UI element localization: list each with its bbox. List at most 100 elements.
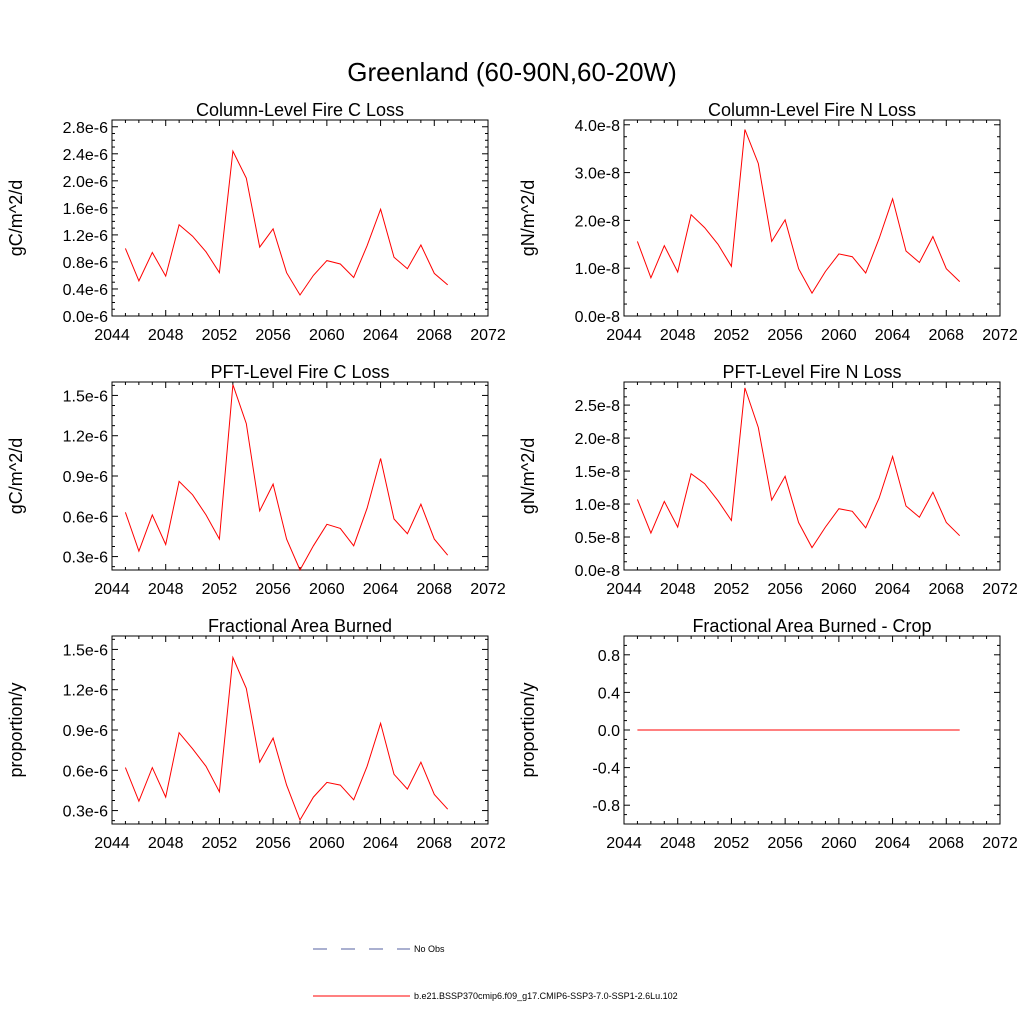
y-tick-label: 0.9e-6 — [63, 469, 108, 486]
x-tick-label: 2044 — [606, 581, 642, 598]
x-tick-label: 2064 — [363, 835, 399, 852]
y-tick-label: 2.8e-6 — [63, 120, 108, 137]
panel-fractional-area-burned: Fractional Area Burned proportion/y 2044 20… — [6, 616, 506, 852]
x-tick-label: 2068 — [416, 581, 452, 598]
y-tick-label: -0.4 — [592, 761, 620, 778]
x-tick-label: 2048 — [148, 835, 184, 852]
y-tick-label: 0.8e-6 — [63, 255, 108, 272]
y-axis-label: proportion/y — [518, 682, 538, 777]
y-tick-label: 0.6e-6 — [63, 763, 108, 780]
x-tick-label: 2072 — [470, 327, 506, 344]
plot-frame — [111, 119, 489, 317]
x-tick-label: 2048 — [660, 835, 696, 852]
x-tick-label: 2068 — [928, 581, 964, 598]
y-tick-label: 1.2e-6 — [63, 429, 108, 446]
y-axis-label: gC/m^2/d — [6, 180, 26, 256]
y-tick-label: 4.0e-8 — [575, 118, 620, 135]
x-tick-label: 2052 — [714, 581, 750, 598]
x-tick-label: 2068 — [416, 835, 452, 852]
panel-column-level-fire-c-loss: Column-Level Fire C Loss gC/m^2/d 2044 2048… — [6, 100, 506, 344]
series-line — [124, 384, 449, 572]
y-axis-label: gC/m^2/d — [6, 438, 26, 514]
y-tick-label: 1.0e-8 — [575, 497, 620, 514]
x-tick-label: 2056 — [767, 327, 803, 344]
y-tick-label: -0.8 — [592, 798, 620, 815]
x-tick-label: 2056 — [767, 835, 803, 852]
x-tick-label: 2044 — [94, 581, 130, 598]
y-tick-label: 0.0 — [598, 723, 620, 740]
x-tick-label: 2060 — [309, 581, 345, 598]
y-tick-label: 1.0e-8 — [575, 261, 620, 278]
x-tick-label: 2044 — [606, 327, 642, 344]
x-tick-label: 2072 — [982, 327, 1018, 344]
x-tick-label: 2064 — [363, 581, 399, 598]
y-tick-label: 0.3e-6 — [63, 550, 108, 567]
legend-entry-model-run: b.e21.BSSP370cmip6.f09_g17.CMIP6-SSP3-7.… — [313, 991, 678, 1001]
y-axis-label: gN/m^2/d — [518, 438, 538, 514]
series-line — [124, 655, 449, 822]
plot-frame — [623, 381, 1001, 571]
legend-label-model-run: b.e21.BSSP370cmip6.f09_g17.CMIP6-SSP3-7.… — [414, 991, 678, 1001]
y-tick-label: 1.6e-6 — [63, 201, 108, 218]
panel-title: Column-Level Fire N Loss — [708, 100, 916, 120]
y-tick-label: 2.0e-6 — [63, 174, 108, 191]
y-tick-label: 2.4e-6 — [63, 147, 108, 164]
panel-title: Column-Level Fire C Loss — [196, 100, 404, 120]
y-tick-label: 2.0e-8 — [575, 213, 620, 230]
y-tick-label: 0.5e-8 — [575, 530, 620, 547]
y-tick-label: 0.6e-6 — [63, 509, 108, 526]
x-tick-label: 2060 — [821, 835, 857, 852]
x-tick-label: 2052 — [714, 327, 750, 344]
y-tick-label: 2.0e-8 — [575, 431, 620, 448]
y-tick-label: 0.0e-6 — [63, 309, 108, 326]
x-tick-label: 2056 — [255, 581, 291, 598]
x-tick-label: 2072 — [982, 581, 1018, 598]
chart-panels: Column-Level Fire C Loss gC/m^2/d 2044 2048… — [6, 100, 1018, 852]
x-tick-label: 2052 — [714, 835, 750, 852]
y-tick-label: 0.8 — [598, 648, 620, 665]
x-tick-label: 2044 — [606, 835, 642, 852]
main-title: Greenland (60-90N,60-20W) — [347, 57, 677, 87]
x-tick-label: 2056 — [255, 835, 291, 852]
y-tick-label: 0.3e-6 — [63, 804, 108, 821]
x-tick-label: 2044 — [94, 835, 130, 852]
x-tick-label: 2060 — [821, 581, 857, 598]
x-tick-label: 2068 — [928, 835, 964, 852]
panel-column-level-fire-n-loss: Column-Level Fire N Loss gN/m^2/d 2044 2048… — [518, 100, 1018, 344]
y-axis-label: proportion/y — [6, 682, 26, 777]
panel-pft-level-fire-n-loss: PFT-Level Fire N Loss gN/m^2/d 2044 2048 205… — [518, 362, 1018, 598]
x-tick-label: 2056 — [767, 581, 803, 598]
x-tick-label: 2048 — [148, 327, 184, 344]
y-tick-label: 0.0e-8 — [575, 309, 620, 326]
x-tick-label: 2068 — [928, 327, 964, 344]
panel-pft-level-fire-c-loss: PFT-Level Fire C Loss gC/m^2/d 2044 2048 205… — [6, 362, 506, 598]
series-line — [636, 387, 961, 549]
series-line — [124, 149, 449, 296]
y-tick-label: 1.5e-6 — [63, 642, 108, 659]
panel-title: Fractional Area Burned — [208, 616, 392, 636]
legend-entry-no-obs: No Obs — [313, 944, 445, 954]
y-axis-label: gN/m^2/d — [518, 180, 538, 256]
x-tick-label: 2068 — [416, 327, 452, 344]
panel-fractional-area-burned-crop: Fractional Area Burned - Crop proportion/… — [518, 616, 1018, 852]
x-tick-label: 2064 — [363, 327, 399, 344]
plot-frame — [623, 119, 1001, 317]
x-tick-label: 2052 — [202, 581, 238, 598]
x-tick-label: 2052 — [202, 835, 238, 852]
y-tick-label: 1.5e-6 — [63, 388, 108, 405]
y-tick-label: 0.9e-6 — [63, 723, 108, 740]
x-tick-label: 2048 — [660, 581, 696, 598]
legend-label-no-obs: No Obs — [414, 944, 445, 954]
x-tick-label: 2044 — [94, 327, 130, 344]
x-tick-label: 2056 — [255, 327, 291, 344]
x-tick-label: 2072 — [470, 835, 506, 852]
y-tick-label: 3.0e-8 — [575, 166, 620, 183]
y-tick-label: 0.4e-6 — [63, 282, 108, 299]
plot-frame — [111, 635, 489, 825]
x-tick-label: 2060 — [821, 327, 857, 344]
x-tick-label: 2052 — [202, 327, 238, 344]
y-tick-label: 1.2e-6 — [63, 683, 108, 700]
x-tick-label: 2064 — [875, 327, 911, 344]
y-tick-label: 2.5e-8 — [575, 398, 620, 415]
